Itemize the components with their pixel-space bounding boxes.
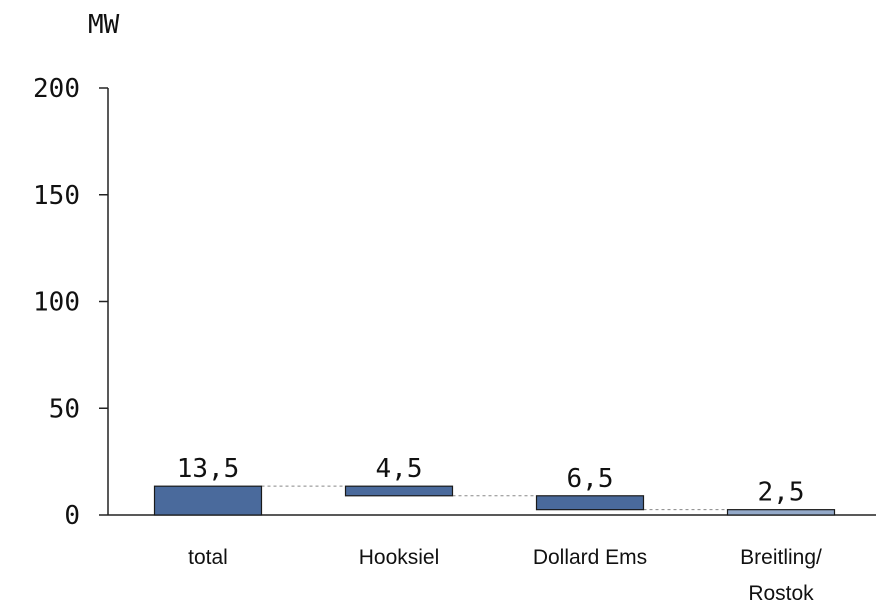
y-tick-label: 150 xyxy=(33,181,80,211)
bar-hooksiel xyxy=(344,485,454,497)
value-labels: 13,5 4,5 6,5 2,5 xyxy=(177,454,805,507)
x-tick-label: total xyxy=(188,546,228,569)
x-tick-label: Dollard Ems xyxy=(533,546,647,569)
x-axis-labels: total Hooksiel Dollard Ems Breitling/Rostok xyxy=(188,546,822,605)
x-tick-label: Hooksiel xyxy=(359,546,440,569)
y-tick-label: 200 xyxy=(33,74,80,104)
bar-breitling-rostok xyxy=(726,509,836,516)
bar-dollard-ems xyxy=(535,495,645,511)
x-tick-label: Rostok xyxy=(748,582,814,605)
bar-value-label: 2,5 xyxy=(758,478,805,508)
bars xyxy=(153,485,836,516)
bar-value-label: 13,5 xyxy=(177,454,240,484)
y-tick-label: 0 xyxy=(64,501,80,531)
bar-total xyxy=(153,485,263,516)
y-tick-label: 100 xyxy=(33,288,80,318)
bar-value-label: 4,5 xyxy=(376,454,423,484)
bar-value-label: 6,5 xyxy=(567,464,614,494)
y-unit-label: MW xyxy=(88,10,120,40)
x-tick-label: Breitling/ xyxy=(740,546,822,569)
y-tick-label: 50 xyxy=(49,394,80,424)
axes: 0 50 100 150 200 xyxy=(33,74,876,531)
connector-lines xyxy=(261,485,728,511)
